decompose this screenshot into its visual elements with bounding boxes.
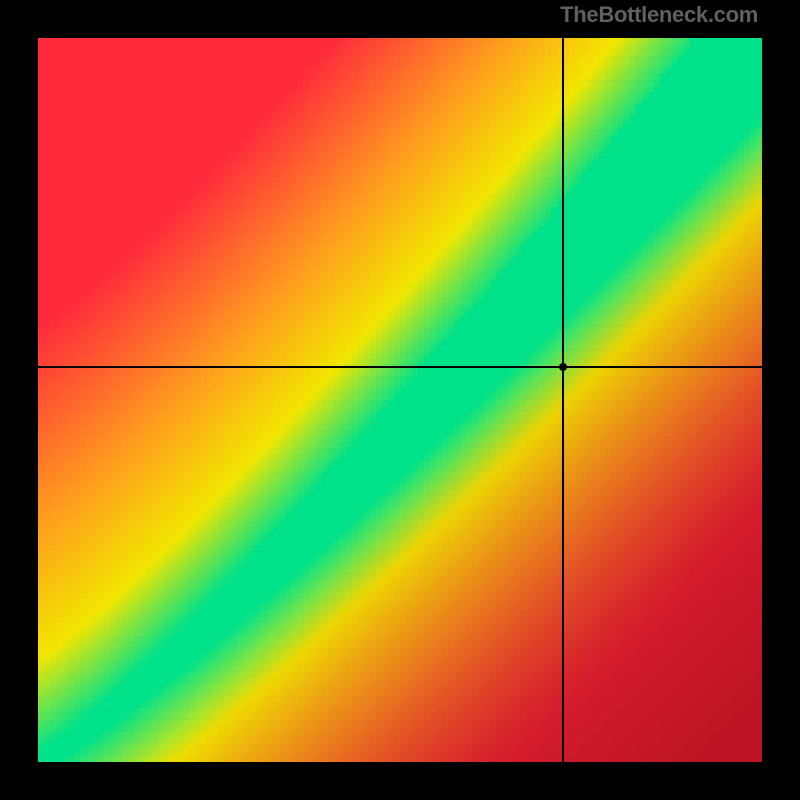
bottleneck-heatmap-frame bbox=[38, 38, 762, 762]
crosshair-vertical bbox=[562, 38, 564, 762]
watermark-text: TheBottleneck.com bbox=[560, 2, 758, 28]
bottleneck-heatmap bbox=[38, 38, 762, 762]
crosshair-horizontal bbox=[38, 366, 762, 368]
